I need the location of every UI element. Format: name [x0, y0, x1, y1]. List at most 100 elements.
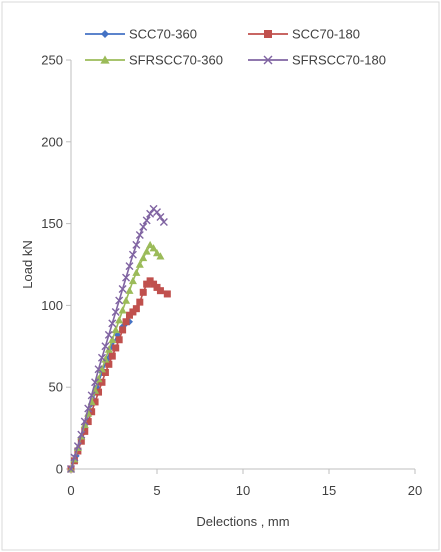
x-tick-label: 15	[322, 483, 336, 498]
data-point	[108, 352, 116, 360]
data-point	[73, 442, 82, 451]
data-point	[91, 398, 99, 406]
data-point	[159, 217, 168, 226]
data-point	[156, 252, 165, 260]
x-tick-label: 10	[236, 483, 250, 498]
data-point	[100, 55, 110, 64]
data-point	[264, 30, 272, 38]
data-point-stroke	[135, 231, 144, 240]
data-point-stroke	[263, 55, 273, 65]
data-point	[139, 288, 147, 296]
data-point	[67, 465, 75, 473]
legend-label: SCC70-360	[129, 27, 197, 42]
data-point	[115, 296, 124, 305]
x-tick-labels: 0 5 10 15 20	[67, 469, 422, 498]
data-point	[142, 247, 151, 255]
y-axis-title: Load kN	[20, 240, 35, 288]
data-point	[128, 250, 137, 259]
data-point	[112, 344, 120, 352]
data-point	[80, 417, 89, 426]
data-point	[87, 391, 96, 400]
data-point	[115, 316, 124, 324]
data-point	[153, 208, 161, 217]
data-point	[136, 298, 144, 306]
data-point	[91, 378, 100, 387]
data-point	[125, 262, 134, 271]
data-point-stroke	[108, 319, 117, 328]
data-point-stroke	[97, 353, 106, 362]
x-tick-label: 5	[153, 483, 160, 498]
data-point	[118, 306, 127, 314]
data-point-stroke	[128, 250, 137, 259]
data-point	[139, 222, 148, 231]
series-line	[70, 207, 165, 470]
data-point-stroke	[104, 330, 113, 339]
data-point	[74, 447, 82, 455]
data-point	[132, 268, 141, 276]
data-point-stroke	[77, 430, 86, 439]
series-layer	[66, 204, 171, 473]
data-point	[156, 213, 165, 222]
data-point-stroke	[139, 222, 148, 231]
data-point	[122, 318, 130, 326]
data-point	[122, 296, 131, 304]
data-point-stroke	[80, 417, 89, 426]
data-point-stroke	[156, 213, 165, 222]
data-point-stroke	[67, 465, 75, 473]
legend-item: SCC70-360	[85, 27, 197, 42]
legend: SCC70-360 SCC70-180 SFRSCC70-360 SFRSCC70-1…	[85, 27, 386, 68]
data-point	[128, 276, 137, 285]
data-point-stroke	[118, 285, 127, 294]
data-point-stroke	[122, 273, 131, 282]
data-point-stroke	[111, 307, 120, 316]
data-point	[152, 249, 162, 257]
data-point	[84, 404, 93, 413]
y-tick-labels: 0 50 100 150 200 250	[41, 53, 71, 477]
data-point	[111, 307, 120, 316]
data-point	[108, 335, 117, 343]
data-point	[101, 368, 109, 376]
data-point-stroke	[70, 453, 79, 462]
data-point-stroke	[132, 240, 141, 249]
legend-item: SFRSCC70-180	[248, 53, 386, 68]
data-point	[139, 253, 148, 262]
data-point-stroke	[159, 217, 168, 226]
data-point	[142, 216, 151, 225]
data-point	[163, 290, 171, 298]
x-tick-label: 0	[67, 483, 74, 498]
y-tick-label: 150	[41, 216, 63, 231]
data-point	[101, 30, 109, 38]
data-point	[101, 342, 110, 351]
x-tick-label: 20	[408, 483, 422, 498]
data-point	[98, 378, 106, 386]
data-point	[77, 437, 85, 445]
data-point	[146, 240, 155, 249]
y-tick-label: 250	[41, 53, 63, 68]
data-point-stroke	[146, 209, 155, 218]
data-point-stroke	[73, 442, 82, 451]
data-point-stroke	[125, 262, 134, 271]
data-point	[108, 319, 117, 328]
data-point	[95, 388, 103, 396]
data-point-stroke	[94, 365, 103, 374]
y-tick-label: 0	[56, 462, 63, 477]
data-point	[104, 330, 113, 339]
data-point	[70, 453, 79, 462]
legend-item: SFRSCC70-360	[85, 53, 223, 68]
y-tick-label: 100	[41, 298, 63, 313]
data-point	[119, 326, 127, 334]
y-tick-label: 50	[49, 380, 63, 395]
data-point	[156, 287, 164, 295]
data-point	[122, 273, 131, 282]
data-point	[149, 244, 158, 252]
data-point-stroke	[142, 216, 151, 225]
data-point	[125, 286, 134, 294]
series-4	[67, 204, 168, 473]
data-point	[135, 231, 144, 240]
x-axis-title: Delections , mm	[196, 514, 289, 529]
data-point	[263, 55, 273, 65]
y-tick-label: 200	[41, 134, 63, 149]
data-point	[118, 285, 127, 294]
